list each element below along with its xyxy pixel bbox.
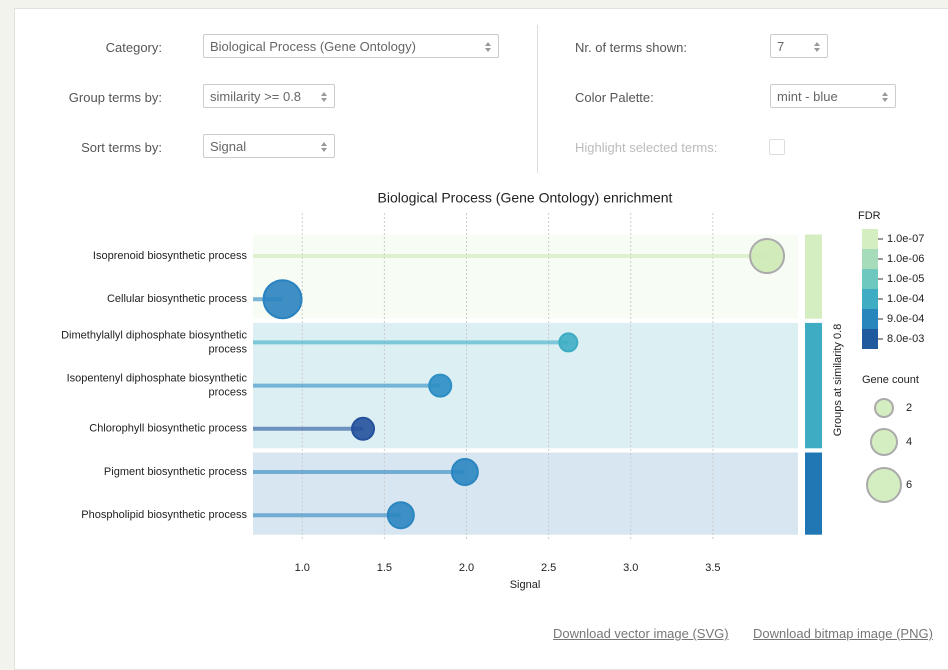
legend-label: 1.0e-07 [887,233,924,245]
legend-label: 1.0e-05 [887,273,924,285]
legend-swatch [862,329,878,349]
dot [386,501,415,530]
y-tick-label: Pigment biosynthetic process [104,466,248,478]
chart: Biological Process (Gene Ontology) enric… [61,190,924,591]
y-tick-label: Cellular biosynthetic process [107,293,248,305]
download-link[interactable]: Download vector image (SVG) [553,626,729,641]
legend-label: 1.0e-04 [887,293,924,305]
legend-label: 2 [906,402,912,414]
dot [262,279,303,320]
dot [428,373,453,398]
select[interactable]: Signal [203,134,335,158]
label: Category: [105,40,162,55]
select[interactable]: mint - blue [770,84,896,108]
divider [537,25,538,173]
label: Highlight selected terms: [575,140,718,155]
group-bar [805,452,822,535]
download-link[interactable]: Download bitmap image (PNG) [753,626,933,641]
group-band [253,234,798,319]
x-tick-label: 1.5 [377,562,392,574]
legend-title: FDR [858,210,881,222]
legend-size [874,398,894,418]
chart-title: Biological Process (Gene Ontology) enric… [378,190,673,206]
label: Sort terms by: [81,140,162,155]
checkbox[interactable] [769,139,785,155]
legend-title: Gene count [862,374,919,386]
y-tick-label: Isopentenyl diphosphate biosynthetic proc… [67,373,248,399]
legend-swatch [862,269,878,289]
select[interactable]: 7 [770,34,828,58]
x-tick-label: 3.0 [623,562,638,574]
label: Group terms by: [68,90,162,105]
dot [450,458,479,486]
y-tick-label: Phospholipid biosynthetic process [81,509,247,521]
legend-label: 6 [906,479,912,491]
legend-size [870,428,898,456]
page: Category: Biological Process (Gene Ontol… [14,8,948,670]
panel [14,8,948,670]
legend-swatch [862,229,878,249]
select[interactable]: similarity >= 0.8 [203,84,335,108]
group-band [253,452,798,535]
y-tick-label: Isoprenoid biosynthetic process [93,250,248,262]
x-axis-label: Signal [510,579,541,591]
legend-label: 4 [906,436,912,448]
y-tick-label: Chlorophyll biosynthetic process [89,423,247,435]
label: Nr. of terms shown: [575,40,687,55]
x-tick-label: 3.5 [705,562,720,574]
dot [558,332,579,353]
group-bar [805,322,822,449]
legend-swatch [862,289,878,309]
x-tick-label: 2.5 [541,562,556,574]
y-tick-label: Dimethylallyl diphosphate biosynthetic pr… [61,329,247,355]
dot [749,238,786,274]
legend-swatch [862,309,878,329]
legend-label: 1.0e-06 [887,253,924,265]
group-label: Groups at similarity 0.8 [832,324,844,436]
select[interactable]: Biological Process (Gene Ontology) [203,34,499,58]
x-tick-label: 1.0 [295,562,310,574]
group-bar [805,234,822,319]
legend-size [866,467,902,503]
legend-label: 9.0e-04 [887,313,924,325]
dot [351,416,376,441]
legend-label: 8.0e-03 [887,333,924,345]
x-tick-label: 2.0 [459,562,474,574]
label: Color Palette: [575,90,654,105]
legend-swatch [862,249,878,269]
